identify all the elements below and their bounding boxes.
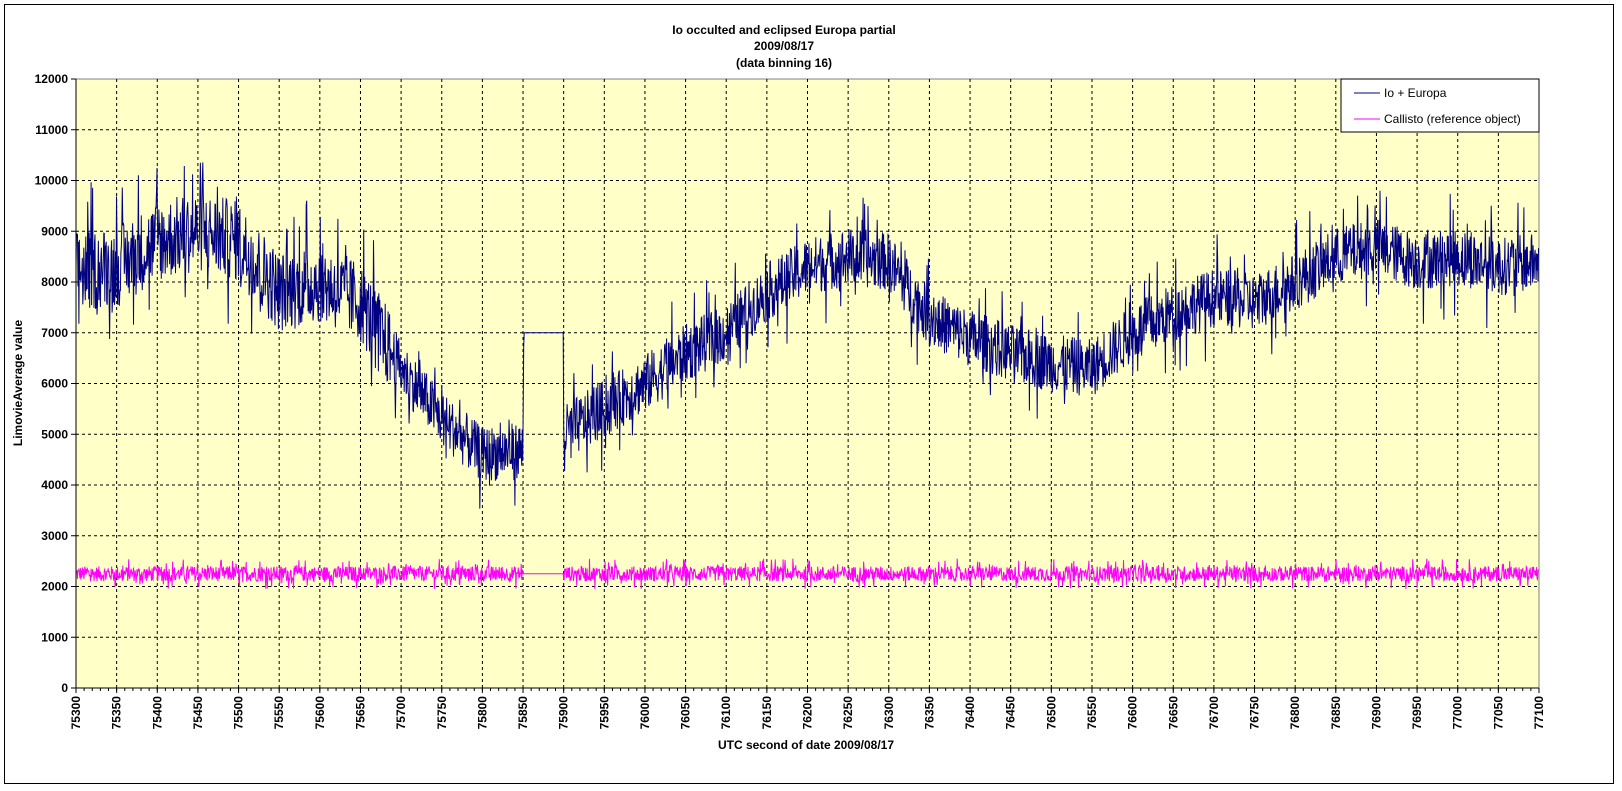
x-tick-label: 75350 xyxy=(110,696,124,730)
x-tick-label: 75800 xyxy=(475,696,489,730)
legend-label-callisto: Callisto (reference object) xyxy=(1384,112,1521,126)
x-tick-label: 76550 xyxy=(1085,696,1099,730)
x-tick-label: 76750 xyxy=(1248,696,1262,730)
x-tick-label: 75900 xyxy=(557,696,571,730)
x-tick-label: 76650 xyxy=(1166,696,1180,730)
y-tick-label: 9000 xyxy=(41,224,68,238)
y-tick-label: 10000 xyxy=(35,174,69,188)
x-tick-label: 75850 xyxy=(516,696,530,730)
x-tick-label: 76400 xyxy=(963,696,977,730)
legend-box xyxy=(1340,78,1540,133)
legend-label-io-europa: Io + Europa xyxy=(1384,86,1447,100)
chart-subtitle-date: 2009/08/17 xyxy=(754,39,814,53)
x-tick-label: 77100 xyxy=(1532,696,1546,730)
y-tick-label: 4000 xyxy=(41,478,68,492)
series-line-callisto xyxy=(75,558,1539,590)
y-tick-label: 2000 xyxy=(41,580,68,594)
x-tick-label: 76300 xyxy=(882,696,896,730)
x-tick-label: 75600 xyxy=(313,696,327,730)
x-tick-label: 75650 xyxy=(353,696,367,730)
y-tick-label: 8000 xyxy=(41,275,68,289)
y-tick-label: 1000 xyxy=(41,630,68,644)
x-tick-label: 76250 xyxy=(841,696,855,730)
x-tick-label: 77050 xyxy=(1491,696,1505,730)
series-layer xyxy=(75,162,1539,590)
y-tick-label: 12000 xyxy=(35,72,69,86)
x-tick-label: 76100 xyxy=(719,696,733,730)
x-tick-label: 75750 xyxy=(435,696,449,730)
series-line-io-europa xyxy=(75,162,1539,509)
x-tick-label: 76500 xyxy=(1044,696,1058,730)
y-tick-label: 7000 xyxy=(41,326,68,340)
x-tick-label: 76700 xyxy=(1207,696,1221,730)
x-tick-label: 75500 xyxy=(232,696,246,730)
x-tick-label: 76050 xyxy=(679,696,693,730)
x-tick-label: 77000 xyxy=(1451,696,1465,730)
x-tick-label: 76600 xyxy=(1126,696,1140,730)
x-axis-label: UTC second of date 2009/08/17 xyxy=(718,738,894,752)
x-tick-label: 76950 xyxy=(1410,696,1424,730)
y-tick-label: 3000 xyxy=(41,529,68,543)
chart-subtitle-binning: (data binning 16) xyxy=(736,56,832,70)
x-tick-label: 76350 xyxy=(922,696,936,730)
x-tick-label: 76850 xyxy=(1329,696,1343,730)
x-tick-label: 76150 xyxy=(760,696,774,730)
y-axis-label: LimovieAverage value xyxy=(11,320,25,447)
legend: Io + Europa Callisto (reference object) xyxy=(1340,78,1540,133)
axes xyxy=(71,78,1540,693)
y-tick-label: 6000 xyxy=(41,377,68,391)
chart-title: Io occulted and eclipsed Europa partial xyxy=(672,23,895,37)
x-tick-label: 75300 xyxy=(69,696,83,730)
x-tick-label: 75450 xyxy=(191,696,205,730)
x-tick-label: 75700 xyxy=(394,696,408,730)
x-tick-label: 76800 xyxy=(1288,696,1302,730)
x-tick-label: 75550 xyxy=(272,696,286,730)
x-tick-label: 75950 xyxy=(597,696,611,730)
x-tick-label: 75400 xyxy=(150,696,164,730)
y-tick-label: 11000 xyxy=(35,123,68,137)
x-tick-label: 76200 xyxy=(801,696,815,730)
y-tick-label: 0 xyxy=(61,681,68,695)
tick-labels: 75300 75350 75400 75450 75500 75550 75600 75650… xyxy=(35,72,1546,729)
x-tick-label: 76000 xyxy=(638,696,652,730)
x-tick-label: 76450 xyxy=(1004,696,1018,730)
y-tick-label: 5000 xyxy=(41,427,68,441)
x-tick-label: 76900 xyxy=(1369,696,1383,730)
